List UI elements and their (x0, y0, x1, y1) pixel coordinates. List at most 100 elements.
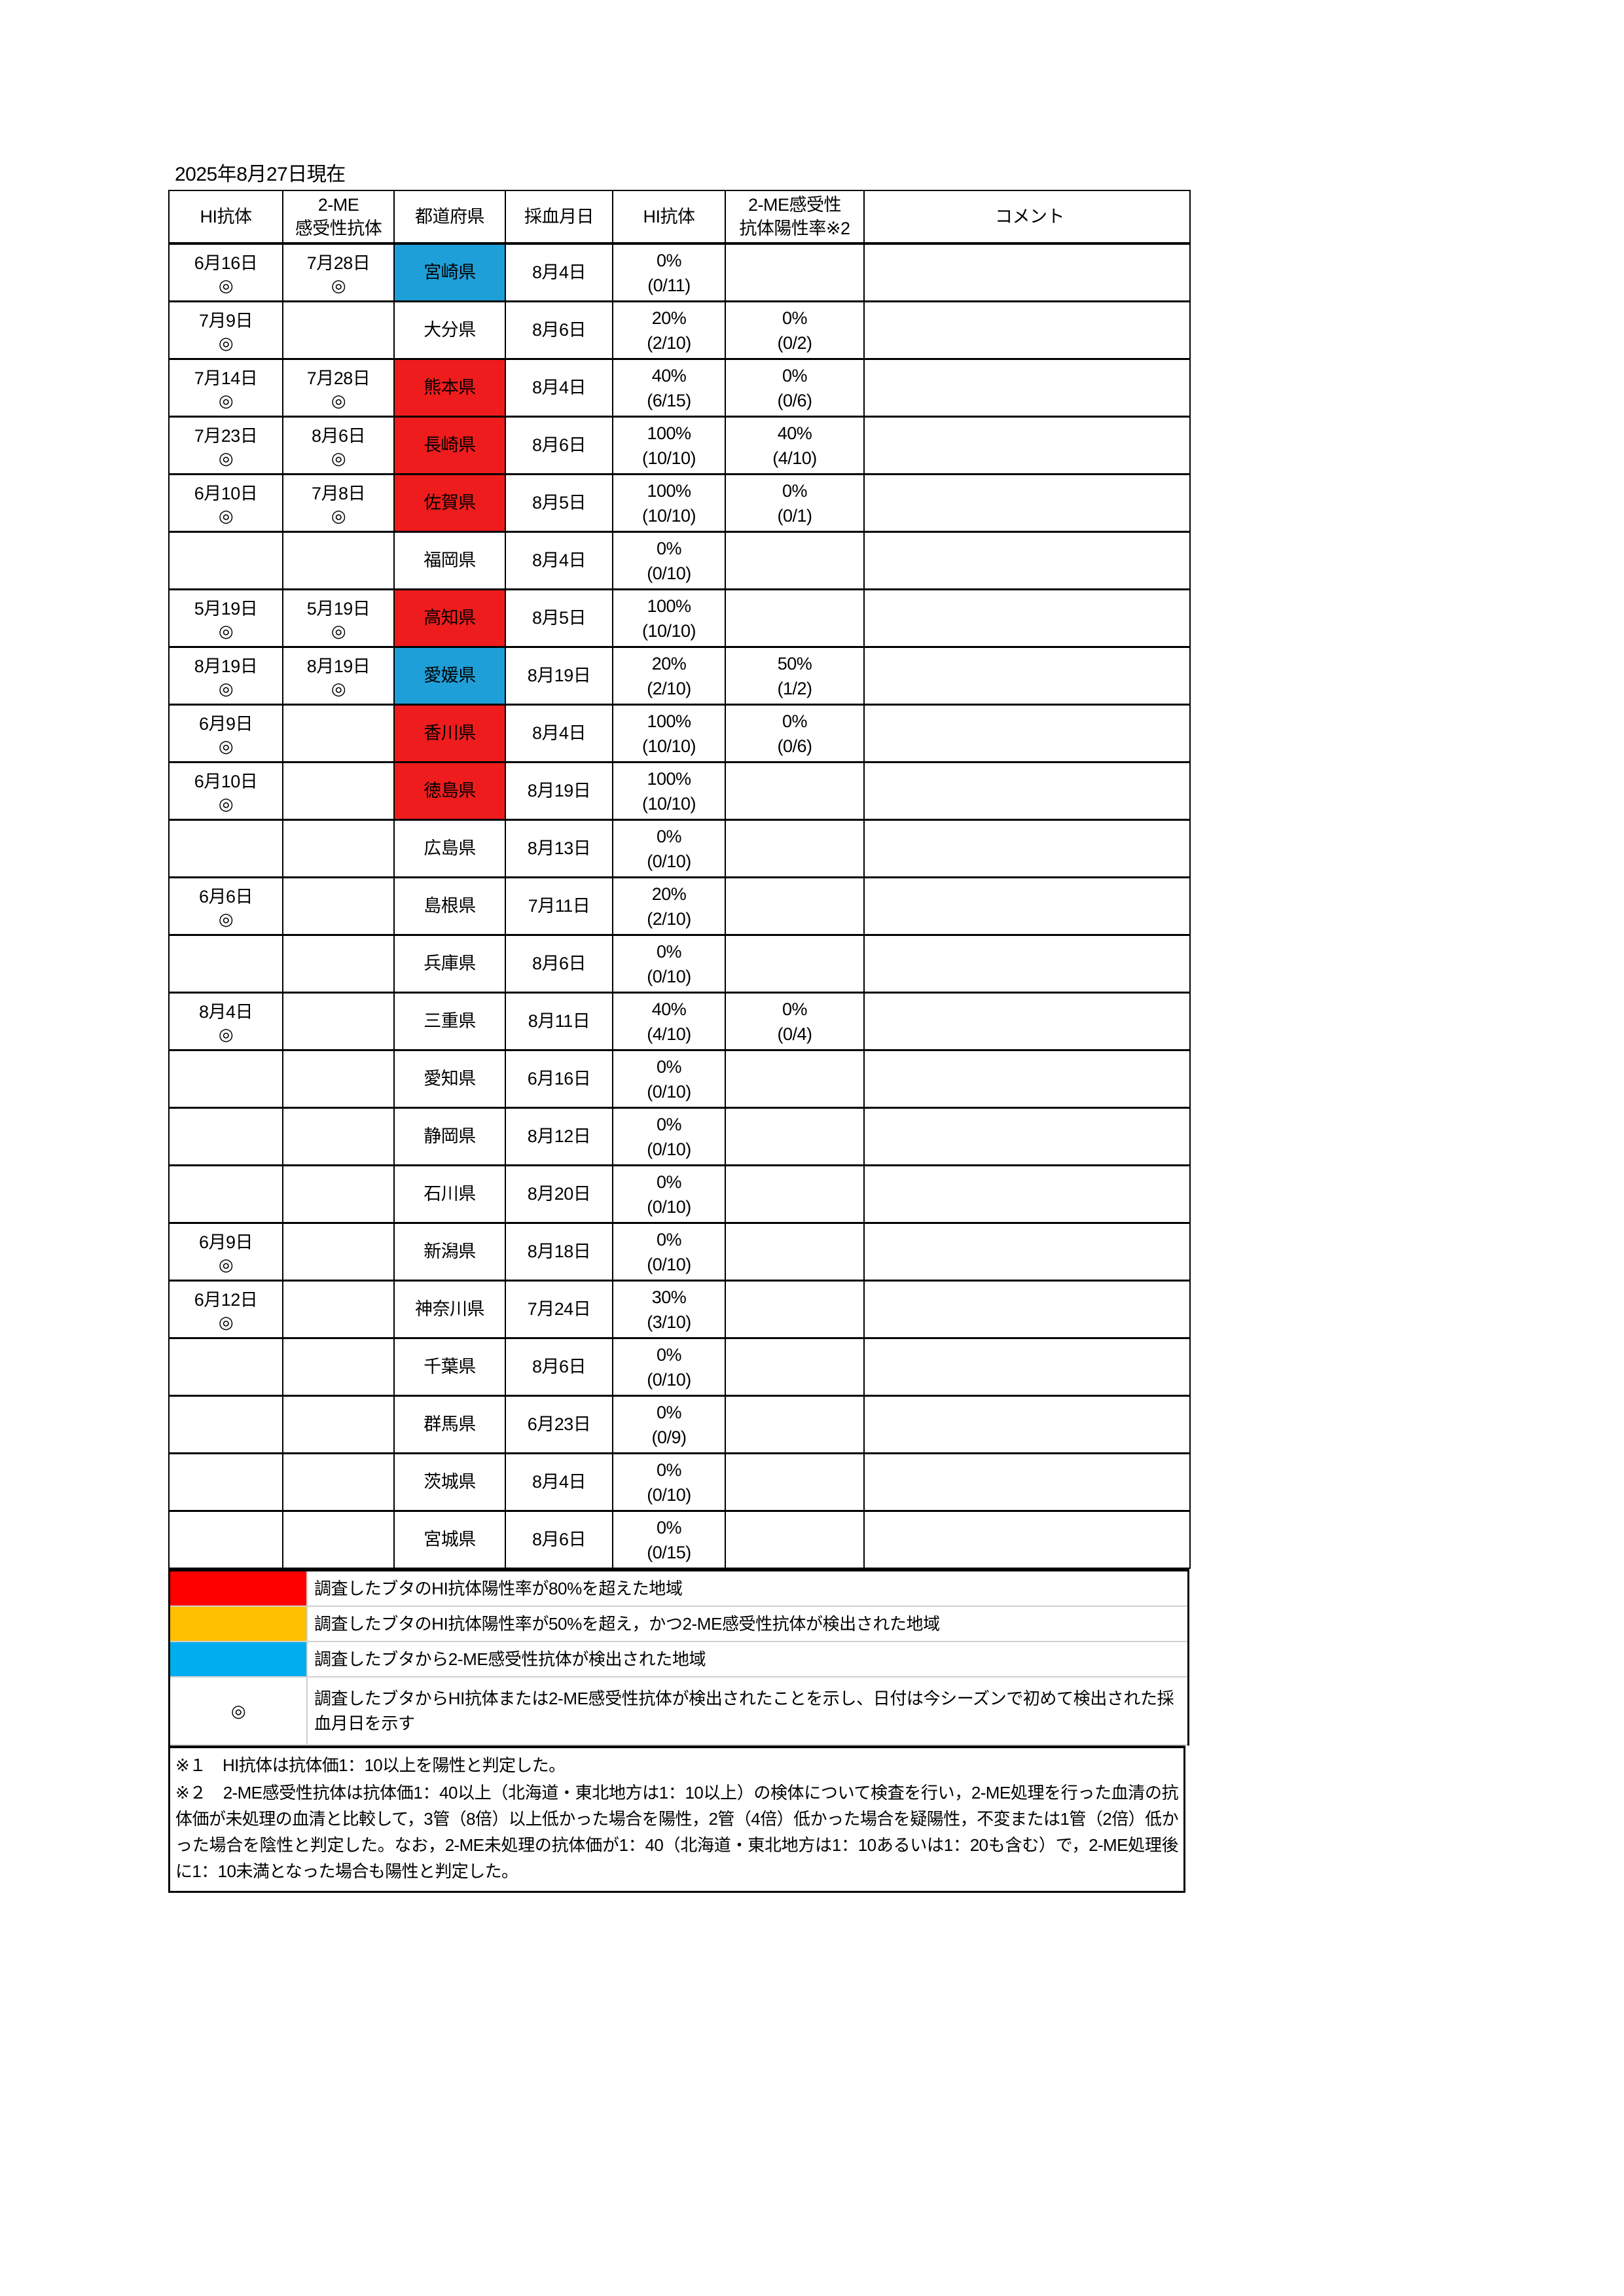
cell-hi-first-detection: 6月10日 ◎ (168, 473, 283, 533)
cell-me-first-detection (282, 1107, 395, 1166)
header-blood-date: 採血月日 (505, 190, 613, 245)
header-hi-rate: HI抗体 (612, 190, 726, 245)
cell-me-rate-percent: 0% (782, 308, 808, 328)
cell-me-rate: 0% (0/4) (725, 992, 865, 1051)
cell-me-first-detection (282, 819, 395, 878)
cell-me-rate (725, 761, 865, 821)
cell-blood-date: 8月6日 (505, 1337, 613, 1397)
cell-comment (863, 1164, 1191, 1224)
cell-me-rate (725, 819, 865, 878)
cell-hi-rate: 100% (10/10) (612, 761, 726, 821)
detection-marker-icon: ◎ (218, 736, 234, 756)
cell-hi-rate: 100% (10/10) (612, 588, 726, 648)
table-row: 石川県 8月20日 0% (0/10) (168, 1164, 1191, 1224)
cell-me-rate (725, 934, 865, 994)
cell-hi-rate: 0% (0/10) (612, 1337, 726, 1397)
cell-hi-first-detection: 6月12日 ◎ (168, 1280, 283, 1339)
cell-hi-rate: 0% (0/10) (612, 1452, 726, 1512)
detection-marker-icon: ◎ (331, 390, 346, 410)
cell-blood-date: 8月4日 (505, 358, 613, 418)
cell-prefecture: 愛媛県 (393, 646, 506, 706)
cell-hi-first-detection: 6月16日 ◎ (168, 242, 283, 302)
cell-hi-rate-percent: 0% (656, 941, 682, 961)
cell-comment (863, 1452, 1191, 1512)
cell-me-rate (725, 1510, 865, 1569)
cell-comment (863, 416, 1191, 475)
cell-me-first-detection (282, 1049, 395, 1109)
cell-hi-first-detection (168, 1395, 283, 1454)
cell-me-rate (725, 531, 865, 590)
cell-hi-rate: 100% (10/10) (612, 473, 726, 533)
cell-hi-first-detection: 6月9日 ◎ (168, 1222, 283, 1282)
header-me-rate-line1: 2-ME感受性 (748, 195, 842, 215)
cell-hi-rate-fraction: (10/10) (641, 448, 696, 468)
cell-hi-rate: 20% (2/10) (612, 646, 726, 706)
cell-blood-date: 6月16日 (505, 1049, 613, 1109)
cell-blood-date: 7月11日 (505, 876, 613, 936)
notes-box: ※１ HI抗体は抗体価1：10以上を陽性と判定した。 ※２ 2-ME感受性抗体は… (168, 1746, 1185, 1893)
detection-marker-icon: ◎ (331, 275, 346, 295)
cell-blood-date: 8月18日 (505, 1222, 613, 1282)
legend-table: 調査したブタのHI抗体陽性率が80%を超えた地域 調査したブタのHI抗体陽性率が5… (168, 1569, 1189, 1746)
cell-blood-date: 8月4日 (505, 531, 613, 590)
cell-prefecture: 静岡県 (393, 1107, 506, 1166)
table-row: 8月4日 ◎ 三重県 8月11日 40% (4/10) 0% (0/4) (168, 992, 1191, 1051)
cell-hi-first-detection-date: 7月23日 (194, 425, 258, 446)
cell-prefecture: 香川県 (393, 704, 506, 763)
cell-prefecture: 神奈川県 (393, 1280, 506, 1339)
cell-hi-rate-percent: 0% (656, 1517, 682, 1537)
cell-hi-rate-percent: 0% (656, 1056, 682, 1077)
table-row: 7月9日 ◎ 大分県 8月6日 20% (2/10) 0% (0/2) (168, 300, 1191, 360)
legend-description: 調査したブタのHI抗体陽性率が50%を超え，かつ2-ME感受性抗体が検出された地… (306, 1605, 1189, 1642)
cell-hi-rate-fraction: (10/10) (641, 736, 696, 756)
detection-marker-icon: ◎ (331, 678, 346, 698)
cell-comment (863, 1510, 1191, 1569)
cell-hi-first-detection-date: 7月9日 (198, 310, 253, 331)
cell-me-first-detection (282, 992, 395, 1051)
legend-description: 調査したブタからHI抗体または2-ME感受性抗体が検出されたことを示し、日付は今… (306, 1676, 1189, 1746)
cell-me-first-detection (282, 934, 395, 994)
table-row: 兵庫県 8月6日 0% (0/10) (168, 934, 1191, 994)
legend-color-swatch (168, 1641, 308, 1677)
cell-me-first-detection: 7月28日 ◎ (282, 358, 395, 418)
cell-me-rate (725, 1280, 865, 1339)
sheet-root: 2025年8月27日現在 HI抗体 2-ME 感受性抗体 都道府県 採血月日 H… (168, 164, 1191, 1893)
table-row: 群馬県 6月23日 0% (0/9) (168, 1395, 1191, 1454)
cell-hi-rate-percent: 100% (647, 423, 691, 443)
cell-hi-rate-percent: 20% (651, 884, 687, 904)
cell-hi-rate-fraction: (0/10) (647, 851, 691, 871)
cell-hi-rate-fraction: (2/10) (647, 908, 691, 929)
cell-me-rate (725, 876, 865, 936)
cell-hi-rate-percent: 20% (651, 308, 687, 328)
table-row: 6月10日 ◎ 徳島県 8月19日 100% (10/10) (168, 761, 1191, 821)
cell-me-rate (725, 242, 865, 302)
cell-hi-rate-percent: 40% (651, 365, 687, 386)
cell-me-first-detection (282, 1280, 395, 1339)
cell-hi-first-detection: 7月23日 ◎ (168, 416, 283, 475)
legend-marker-icon: ◎ (168, 1676, 308, 1746)
cell-hi-rate-fraction: (0/15) (647, 1542, 691, 1562)
cell-hi-rate-fraction: (2/10) (647, 678, 691, 698)
cell-hi-rate: 0% (0/10) (612, 531, 726, 590)
detection-marker-icon: ◎ (331, 448, 346, 468)
legend-description: 調査したブタのHI抗体陽性率が80%を超えた地域 (306, 1569, 1189, 1607)
cell-hi-rate-fraction: (0/10) (647, 1081, 691, 1102)
cell-me-rate: 40% (4/10) (725, 416, 865, 475)
cell-hi-rate-fraction: (0/10) (647, 1254, 691, 1274)
cell-blood-date: 8月19日 (505, 646, 613, 706)
cell-hi-first-detection-date: 8月19日 (194, 656, 258, 676)
table-row: 福岡県 8月4日 0% (0/10) (168, 531, 1191, 590)
cell-me-rate (725, 1452, 865, 1512)
cell-blood-date: 8月4日 (505, 1452, 613, 1512)
cell-hi-first-detection (168, 1049, 283, 1109)
cell-hi-rate-fraction: (2/10) (647, 332, 691, 353)
cell-me-rate (725, 1049, 865, 1109)
cell-hi-rate-percent: 20% (651, 653, 687, 673)
cell-me-first-detection (282, 761, 395, 821)
cell-blood-date: 8月11日 (505, 992, 613, 1051)
cell-hi-first-detection: 6月9日 ◎ (168, 704, 283, 763)
cell-hi-rate: 0% (0/9) (612, 1395, 726, 1454)
table-row: 8月19日 ◎ 8月19日 ◎ 愛媛県 8月19日 20% (2/10) 50% (1/2) (168, 646, 1191, 706)
cell-hi-rate-percent: 100% (647, 711, 691, 731)
cell-me-first-detection-date: 7月28日 (306, 368, 370, 388)
